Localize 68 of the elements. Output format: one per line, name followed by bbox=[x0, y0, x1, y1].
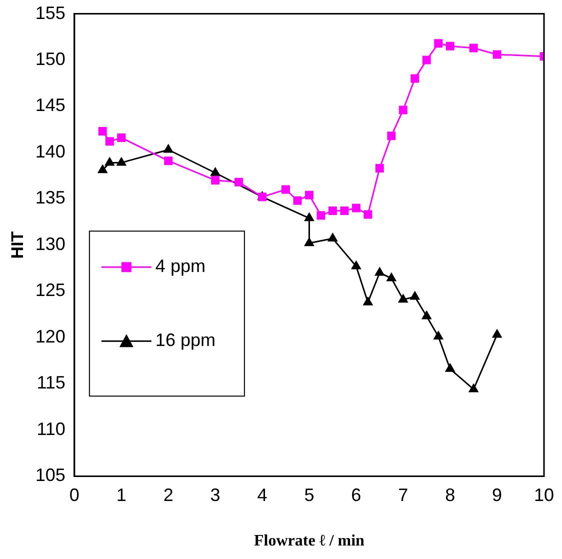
point bbox=[492, 50, 502, 59]
x-tick-label: 3 bbox=[210, 484, 220, 505]
x-tick-label: 10 bbox=[534, 484, 554, 505]
x-tick-label: 6 bbox=[351, 484, 362, 505]
y-tick-label: 155 bbox=[35, 2, 66, 23]
point bbox=[304, 190, 314, 200]
x-tick-label: 8 bbox=[445, 484, 456, 505]
point bbox=[293, 196, 302, 205]
point bbox=[469, 44, 478, 52]
y-tick-label: 125 bbox=[35, 280, 66, 300]
y-tick-label: 135 bbox=[35, 188, 66, 208]
point bbox=[362, 296, 374, 306]
y-axis-title: HIT bbox=[8, 230, 27, 259]
point bbox=[387, 132, 396, 140]
point bbox=[104, 156, 115, 166]
point bbox=[375, 164, 384, 172]
legend-label: 4 ppm bbox=[155, 256, 206, 276]
point bbox=[340, 206, 349, 216]
point bbox=[492, 328, 502, 338]
point bbox=[398, 106, 408, 114]
point bbox=[211, 176, 220, 185]
legend-label: 16 ppm bbox=[155, 330, 216, 350]
point bbox=[350, 260, 362, 270]
point bbox=[328, 206, 337, 216]
y-tick-label: 115 bbox=[36, 372, 66, 393]
point bbox=[433, 330, 444, 340]
y-tick-label: 150 bbox=[35, 49, 66, 70]
point bbox=[97, 164, 108, 174]
point bbox=[422, 56, 431, 64]
point bbox=[117, 133, 126, 142]
x-tick-label: 5 bbox=[304, 484, 314, 505]
point bbox=[234, 178, 244, 186]
point bbox=[446, 42, 454, 50]
point bbox=[164, 156, 173, 166]
point bbox=[105, 137, 114, 146]
y-tick-label: 105 bbox=[35, 465, 66, 486]
point bbox=[328, 232, 338, 242]
y-tick-label: 145 bbox=[35, 95, 66, 116]
point bbox=[374, 266, 385, 276]
point bbox=[410, 290, 420, 300]
y-tick-label: 110 bbox=[36, 418, 66, 439]
x-tick-label: 0 bbox=[69, 484, 80, 505]
point bbox=[304, 212, 314, 222]
point bbox=[316, 211, 326, 220]
x-tick-label: 7 bbox=[398, 484, 408, 505]
point bbox=[444, 362, 456, 372]
point bbox=[116, 156, 127, 166]
point bbox=[98, 127, 107, 136]
x-tick-label: 2 bbox=[163, 484, 174, 505]
point bbox=[281, 185, 290, 194]
x-axis-title: Flowrate ℓ / min bbox=[254, 532, 365, 550]
point bbox=[163, 144, 174, 153]
point bbox=[386, 272, 397, 282]
point bbox=[352, 204, 360, 212]
point bbox=[434, 39, 443, 48]
point bbox=[210, 166, 220, 176]
x-tick-label: 1 bbox=[116, 484, 126, 505]
point bbox=[304, 237, 314, 246]
y-tick-label: 140 bbox=[35, 141, 66, 162]
point bbox=[364, 210, 372, 219]
x-tick-label: 9 bbox=[492, 484, 502, 505]
point bbox=[398, 294, 408, 303]
y-tick-label: 120 bbox=[35, 326, 66, 346]
point bbox=[410, 74, 420, 83]
point bbox=[468, 383, 479, 392]
x-tick-label: 4 bbox=[257, 484, 268, 505]
y-tick-label: 130 bbox=[35, 234, 66, 254]
point bbox=[421, 310, 432, 320]
